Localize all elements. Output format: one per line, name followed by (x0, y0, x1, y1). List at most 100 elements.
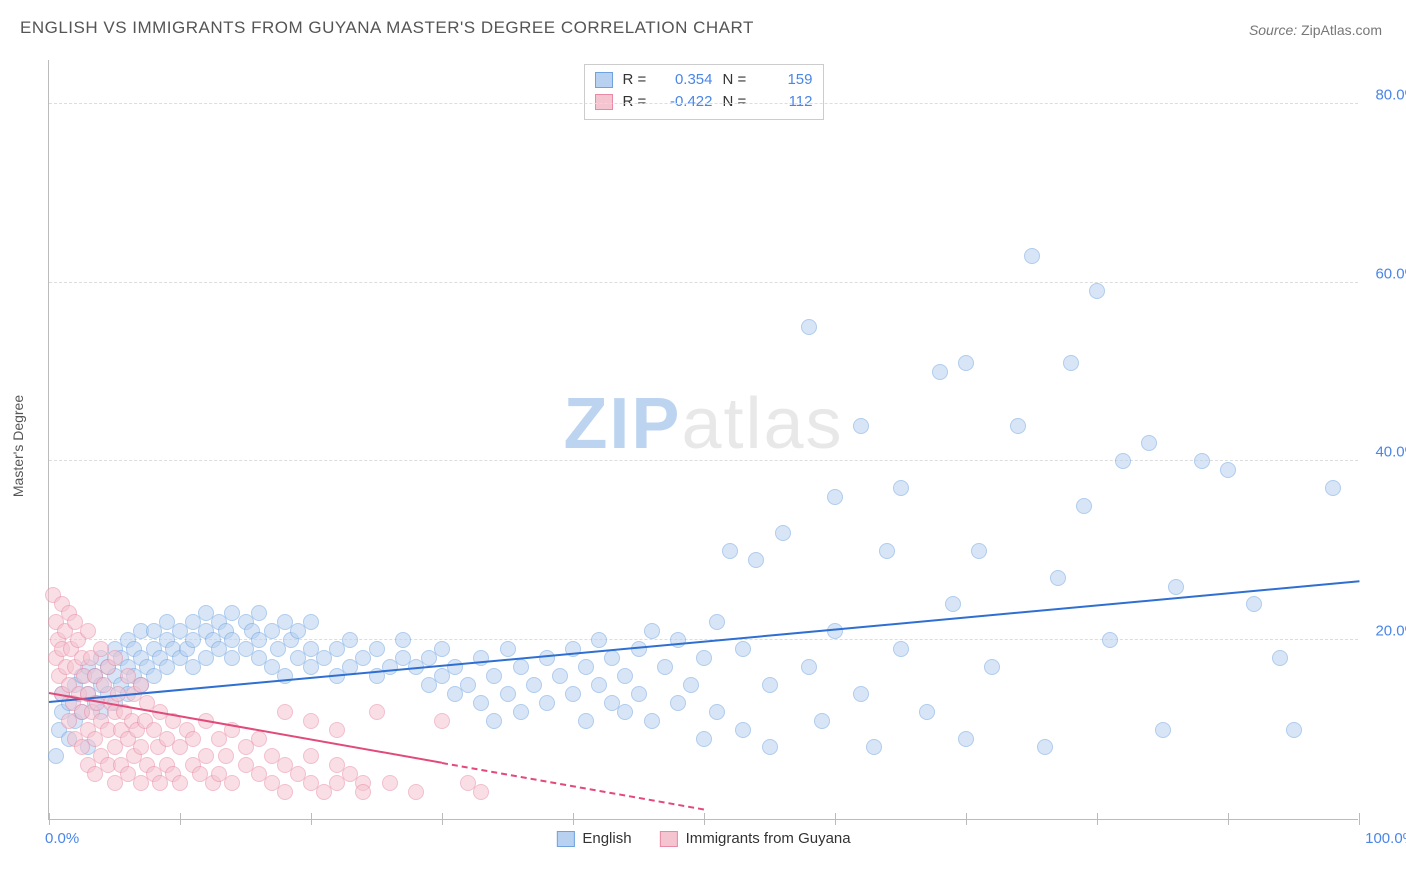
x-tick (180, 819, 181, 825)
watermark-atlas: atlas (681, 384, 843, 464)
x-tick-label: 100.0% (1365, 830, 1406, 847)
data-point-english (539, 650, 555, 666)
data-point-english (644, 623, 660, 639)
x-tick (1228, 819, 1229, 825)
data-point-english (762, 677, 778, 693)
data-point-english (801, 659, 817, 675)
y-tick-label: 60.0% (1375, 265, 1406, 282)
data-point-english (552, 668, 568, 684)
data-point-english (303, 614, 319, 630)
data-point-english (1076, 498, 1092, 514)
watermark-zip: ZIP (563, 384, 681, 464)
data-point-english (526, 677, 542, 693)
gridline (49, 282, 1358, 283)
data-point-english (722, 543, 738, 559)
data-point-guyana (198, 748, 214, 764)
x-tick (1228, 813, 1229, 819)
gridline (49, 103, 1358, 104)
source-value: ZipAtlas.com (1301, 22, 1382, 38)
bottom-legend: English Immigrants from Guyana (556, 830, 850, 847)
data-point-english (1220, 462, 1236, 478)
plot-area: ZIPatlas R = 0.354 N = 159 R = -0.422 N … (48, 60, 1358, 820)
gridline (49, 460, 1358, 461)
data-point-english (709, 614, 725, 630)
data-point-english (866, 739, 882, 755)
data-point-english (775, 525, 791, 541)
data-point-english (1115, 453, 1131, 469)
x-tick (1359, 819, 1360, 825)
data-point-english (709, 704, 725, 720)
data-point-english (1024, 248, 1040, 264)
n-label: N = (723, 69, 751, 91)
data-point-guyana (303, 748, 319, 764)
x-tick (311, 813, 312, 819)
source-label: Source: (1249, 22, 1297, 38)
data-point-guyana (224, 775, 240, 791)
data-point-english (1141, 435, 1157, 451)
data-point-guyana (133, 677, 149, 693)
data-point-english (395, 632, 411, 648)
x-tick (966, 813, 967, 819)
r-label: R = (623, 69, 651, 91)
data-point-english (762, 739, 778, 755)
x-tick (1097, 813, 1098, 819)
x-tick (49, 819, 50, 825)
data-point-english (919, 704, 935, 720)
data-point-guyana (218, 748, 234, 764)
data-point-english (958, 355, 974, 371)
legend-label-english: English (582, 830, 631, 847)
r-value-english: 0.354 (661, 69, 713, 91)
data-point-english (578, 659, 594, 675)
data-point-english (251, 605, 267, 621)
data-point-english (853, 686, 869, 702)
x-tick (573, 813, 574, 819)
data-point-english (735, 641, 751, 657)
data-point-english (473, 695, 489, 711)
x-tick (49, 813, 50, 819)
data-point-english (657, 659, 673, 675)
x-tick (1359, 813, 1360, 819)
data-point-guyana (277, 784, 293, 800)
data-point-guyana (369, 704, 385, 720)
x-tick (704, 819, 705, 825)
data-point-english (971, 543, 987, 559)
data-point-guyana (382, 775, 398, 791)
data-point-english (1286, 722, 1302, 738)
data-point-english (48, 748, 64, 764)
data-point-english (617, 668, 633, 684)
data-point-english (342, 632, 358, 648)
data-point-english (696, 650, 712, 666)
legend-label-guyana: Immigrants from Guyana (686, 830, 851, 847)
data-point-english (958, 731, 974, 747)
x-tick-label: 0.0% (45, 830, 79, 847)
data-point-english (1102, 632, 1118, 648)
data-point-english (814, 713, 830, 729)
data-point-english (369, 641, 385, 657)
legend-item-guyana: Immigrants from Guyana (660, 830, 851, 847)
data-point-guyana (96, 677, 112, 693)
data-point-english (513, 704, 529, 720)
data-point-english (447, 659, 463, 675)
x-tick (573, 819, 574, 825)
y-tick-label: 80.0% (1375, 86, 1406, 103)
x-tick (835, 813, 836, 819)
data-point-english (500, 686, 516, 702)
swatch-guyana (660, 831, 678, 847)
data-point-english (670, 632, 686, 648)
x-tick (1097, 819, 1098, 825)
x-tick (835, 819, 836, 825)
data-point-english (434, 641, 450, 657)
data-point-english (893, 480, 909, 496)
data-point-guyana (303, 713, 319, 729)
data-point-english (486, 713, 502, 729)
y-axis-title: Master's Degree (10, 395, 26, 497)
data-point-english (591, 677, 607, 693)
data-point-guyana (133, 739, 149, 755)
data-point-english (879, 543, 895, 559)
data-point-english (578, 713, 594, 729)
data-point-guyana (185, 731, 201, 747)
data-point-english (735, 722, 751, 738)
data-point-guyana (434, 713, 450, 729)
swatch-english (556, 831, 574, 847)
data-point-guyana (251, 731, 267, 747)
